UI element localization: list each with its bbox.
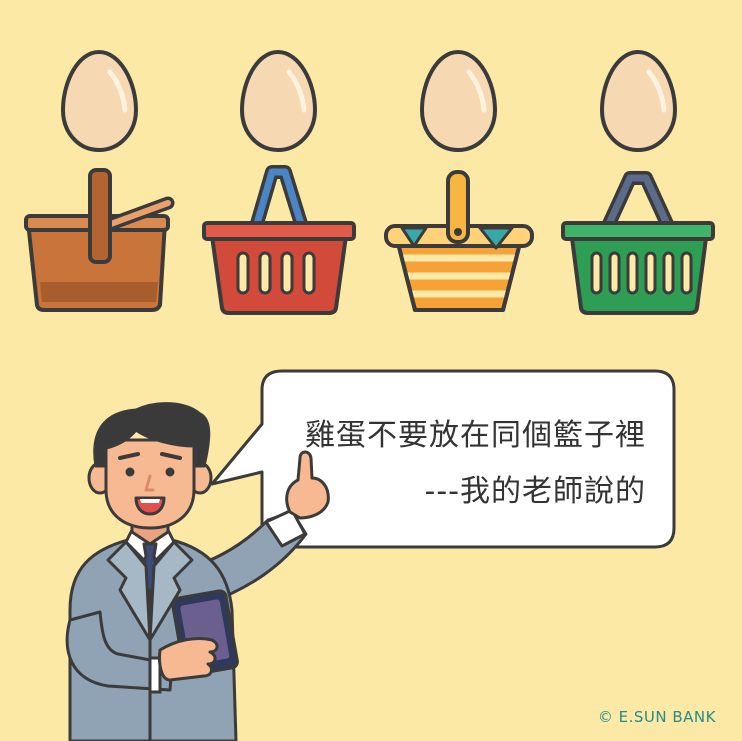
egg-icon-3 xyxy=(419,49,498,153)
copyright-label: © E.SUN BANK xyxy=(597,708,716,726)
red-basket-icon xyxy=(202,165,356,315)
speech-text-line2: ---我的老師說的 xyxy=(424,474,646,509)
speech-text-line1: 雞蛋不要放在同個籃子裡 xyxy=(305,418,646,453)
brown-basket-icon xyxy=(24,168,175,312)
green-basket-icon xyxy=(561,171,715,315)
hand xyxy=(158,636,219,682)
striped-basket-icon xyxy=(384,170,534,312)
egg-icon-2 xyxy=(239,49,318,153)
egg-icon-1 xyxy=(60,49,139,153)
egg-icon-4 xyxy=(599,49,678,153)
businessman-illustration xyxy=(65,402,330,741)
